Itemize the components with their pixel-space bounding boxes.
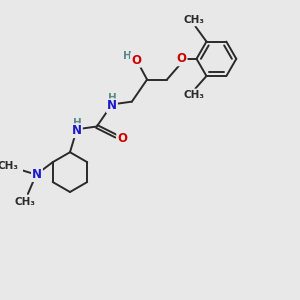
- Text: N: N: [107, 99, 117, 112]
- Text: CH₃: CH₃: [184, 15, 205, 25]
- Text: H: H: [123, 50, 132, 61]
- Text: H: H: [108, 93, 116, 103]
- Text: N: N: [72, 124, 82, 137]
- Text: H: H: [73, 118, 81, 128]
- Text: O: O: [131, 54, 141, 67]
- Text: CH₃: CH₃: [15, 197, 36, 207]
- Text: O: O: [177, 52, 187, 65]
- Text: CH₃: CH₃: [0, 161, 19, 171]
- Text: CH₃: CH₃: [184, 90, 205, 100]
- Text: O: O: [117, 132, 127, 145]
- Text: N: N: [32, 168, 42, 181]
